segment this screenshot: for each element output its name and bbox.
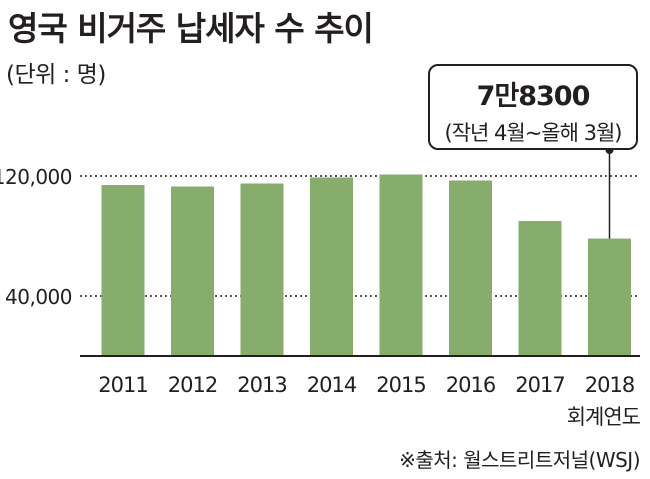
bars [101,174,631,356]
x-tick-label-2018: 2018 [585,373,634,397]
callout-connector [605,146,614,239]
x-tick-label-2013: 2013 [237,373,286,397]
x-tick-label-2012: 2012 [168,373,217,397]
x-tick-label-2017: 2017 [515,373,564,397]
x-axis-label: 회계연도 [567,405,641,429]
source-note: ※출처: 월스트리트저널(WSJ) [399,448,640,472]
x-tick-labels: 2011 2012 2013 2014 2015 2016 2017 2018 [98,373,635,397]
callout-box: 7만8300 (작년 4월~올해 3월) [428,64,638,150]
bar-2017 [518,221,562,356]
callout-note: (작년 4월~올해 3월) [444,121,623,145]
y-tick-labels: 40,000 120,000 [0,165,73,309]
bar-2012 [171,186,214,356]
x-tick-label-2011: 2011 [98,373,147,397]
x-tick-label-2015: 2015 [376,373,425,397]
bar-2011 [101,185,145,356]
x-tick-label-2016: 2016 [446,373,496,397]
chart-title: 영국 비거주 납세자 수 추이 [8,9,374,48]
x-tick-label-2014: 2014 [307,373,357,397]
bar-2015 [379,174,423,356]
callout-value: 7만8300 [476,81,591,112]
unit-label: (단위 : 명) [6,62,106,88]
y-tick-label-120000: 120,000 [0,165,72,189]
y-tick-label-40000: 40,000 [5,285,72,309]
bar-2014 [310,177,353,356]
bar-2018 [588,238,631,356]
bar-2016 [449,180,492,356]
bar-2013 [240,183,284,356]
